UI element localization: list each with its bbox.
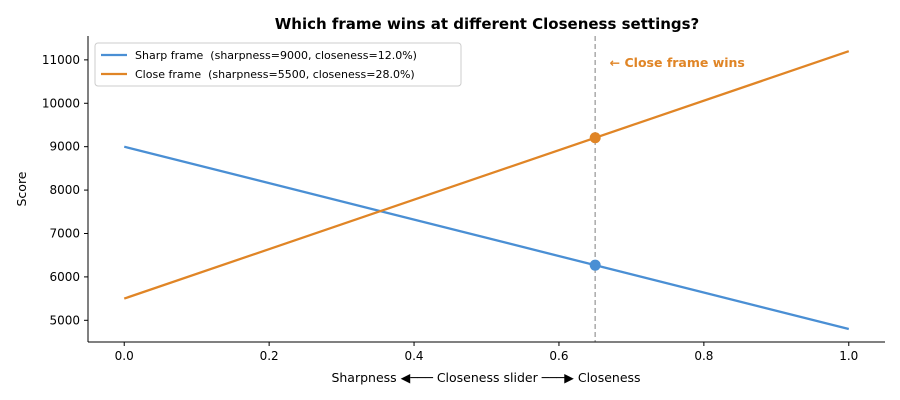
y-tick-label: 11000 xyxy=(42,53,80,67)
sharp-frame-series-line xyxy=(123,145,850,331)
x-tick-label: 1.0 xyxy=(839,349,858,363)
y-tick-label: 5000 xyxy=(49,313,80,327)
legend-label: Close frame (sharpness=5500, closeness=2… xyxy=(135,68,415,81)
y-tick-label: 10000 xyxy=(42,96,80,110)
y-axis-label: Score xyxy=(14,171,29,206)
x-axis-label: Sharpness ◀─── Closeness slider ───▶ Clo… xyxy=(331,370,640,385)
y-ticks: 5000 6000 7000 8000 9000 10000 11000 xyxy=(42,53,88,327)
y-tick-label: 8000 xyxy=(49,183,80,197)
x-tick-label: 0.4 xyxy=(404,349,423,363)
sharp-frame-marker xyxy=(589,259,601,271)
x-tick-label: 0.0 xyxy=(115,349,134,363)
close-frame-series-line xyxy=(123,50,850,300)
legend: Sharp frame (sharpness=9000, closeness=1… xyxy=(94,42,462,87)
close-frame-marker xyxy=(589,132,601,144)
x-tick-label: 0.6 xyxy=(549,349,568,363)
y-tick-label: 7000 xyxy=(49,226,80,240)
plot-area xyxy=(123,36,850,342)
chart-title: Which frame wins at different Closeness … xyxy=(275,15,700,33)
y-tick-label: 6000 xyxy=(49,270,80,284)
legend-box xyxy=(94,42,462,87)
x-ticks: 0.0 0.2 0.4 0.6 0.8 1.0 xyxy=(115,342,858,363)
legend-label: Sharp frame (sharpness=9000, closeness=1… xyxy=(135,49,417,62)
x-tick-label: 0.8 xyxy=(694,349,713,363)
x-tick-label: 0.2 xyxy=(260,349,279,363)
annotation-close-frame-wins: ← Close frame wins xyxy=(610,55,745,70)
y-tick-label: 9000 xyxy=(49,140,80,154)
